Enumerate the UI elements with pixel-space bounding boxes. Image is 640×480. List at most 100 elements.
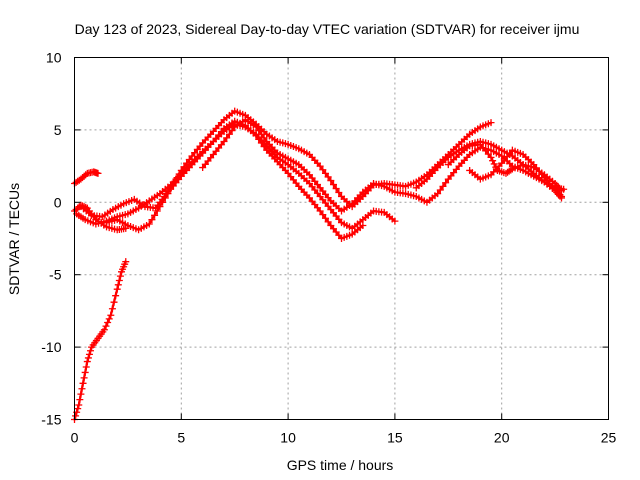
y-tick-label: -5 xyxy=(49,267,62,283)
data-point xyxy=(75,401,83,409)
x-tick-label: 15 xyxy=(387,430,403,446)
data-point xyxy=(113,285,121,293)
grid xyxy=(74,57,609,420)
data-point xyxy=(260,143,268,151)
data-point xyxy=(83,358,91,366)
data-point xyxy=(321,169,329,177)
data-point xyxy=(391,217,399,225)
data-point xyxy=(153,207,161,215)
data-point xyxy=(185,156,193,164)
data-point xyxy=(257,130,265,138)
data-point xyxy=(228,127,236,135)
series-pass-5 xyxy=(77,107,495,221)
x-tick-label: 25 xyxy=(601,430,617,446)
data-point xyxy=(76,396,84,404)
data-point xyxy=(257,139,265,147)
data-point xyxy=(81,368,89,376)
data-point xyxy=(107,311,115,319)
data-point xyxy=(94,169,102,177)
data-point xyxy=(252,132,260,140)
data-point xyxy=(487,119,495,127)
data-point xyxy=(335,189,343,197)
data-point xyxy=(82,363,90,371)
x-axis-label: GPS time / hours xyxy=(287,457,394,473)
x-tick-label: 20 xyxy=(494,430,510,446)
data-point xyxy=(80,374,88,382)
data-point xyxy=(115,276,123,284)
x-tick-label: 0 xyxy=(71,430,79,446)
data-point xyxy=(110,298,118,306)
data-point xyxy=(558,193,566,201)
data-point xyxy=(436,186,444,194)
y-tick-label: -15 xyxy=(41,412,61,428)
data-point xyxy=(183,159,191,167)
data-point xyxy=(321,214,329,222)
data-point xyxy=(329,181,337,189)
data-point xyxy=(84,354,92,362)
data-point xyxy=(359,221,367,229)
data-point xyxy=(319,166,327,174)
data-point xyxy=(439,182,447,190)
data-point xyxy=(159,198,167,206)
series-pass-1 xyxy=(71,258,130,423)
data-point xyxy=(220,137,228,145)
data-point xyxy=(114,281,122,289)
series-pass-4 xyxy=(73,120,399,232)
data-point xyxy=(252,123,260,131)
data-point xyxy=(164,190,172,198)
data-point xyxy=(148,216,156,224)
data-point xyxy=(72,412,80,420)
data-point xyxy=(112,292,120,300)
data-point xyxy=(316,207,324,215)
data-point xyxy=(87,347,95,355)
x-tick-label: 10 xyxy=(280,430,296,446)
plot-frame xyxy=(74,57,609,420)
data-point xyxy=(490,160,498,168)
data-point xyxy=(116,272,124,280)
data-point xyxy=(78,385,86,393)
data-point xyxy=(151,211,159,219)
data-point xyxy=(332,185,340,193)
series-pass-6 xyxy=(103,117,367,242)
x-tick-label: 5 xyxy=(177,430,185,446)
data-point xyxy=(225,130,233,138)
y-tick-label: -10 xyxy=(41,339,61,355)
data-point xyxy=(102,322,110,330)
y-axis-label: SDTVAR / TECUs xyxy=(6,183,22,295)
data-point xyxy=(319,211,327,219)
y-tick-label: 5 xyxy=(54,122,62,138)
data-traces xyxy=(71,107,568,423)
data-point xyxy=(327,177,335,185)
data-point xyxy=(255,135,263,143)
data-point xyxy=(108,305,116,313)
series-line xyxy=(105,120,364,240)
data-point xyxy=(77,390,85,398)
data-point xyxy=(122,258,130,266)
series-pass-2 xyxy=(71,168,102,187)
data-point xyxy=(489,157,497,165)
data-point xyxy=(79,379,87,387)
data-point xyxy=(507,166,515,174)
data-point xyxy=(105,315,113,323)
data-point xyxy=(223,134,231,142)
data-point xyxy=(145,220,153,228)
data-point xyxy=(85,350,93,358)
data-point xyxy=(324,218,332,226)
series-pass-10 xyxy=(466,146,566,201)
data-point xyxy=(324,173,332,181)
data-point xyxy=(442,179,450,187)
data-point xyxy=(434,190,442,198)
y-tick-label: 0 xyxy=(54,194,62,210)
data-point xyxy=(156,203,164,211)
data-point xyxy=(180,163,188,171)
data-point xyxy=(316,162,324,170)
axis-ticks: 0 5 10 15 20 25 -15 -10 -5 0 5 10 xyxy=(41,50,616,446)
data-point xyxy=(74,405,82,413)
data-point xyxy=(100,326,108,334)
series-line xyxy=(75,123,396,230)
data-point xyxy=(260,134,268,142)
data-point xyxy=(161,194,169,202)
y-tick-label: 10 xyxy=(46,50,62,66)
chart-title: Day 123 of 2023, Sidereal Day-to-day VTE… xyxy=(75,21,580,37)
